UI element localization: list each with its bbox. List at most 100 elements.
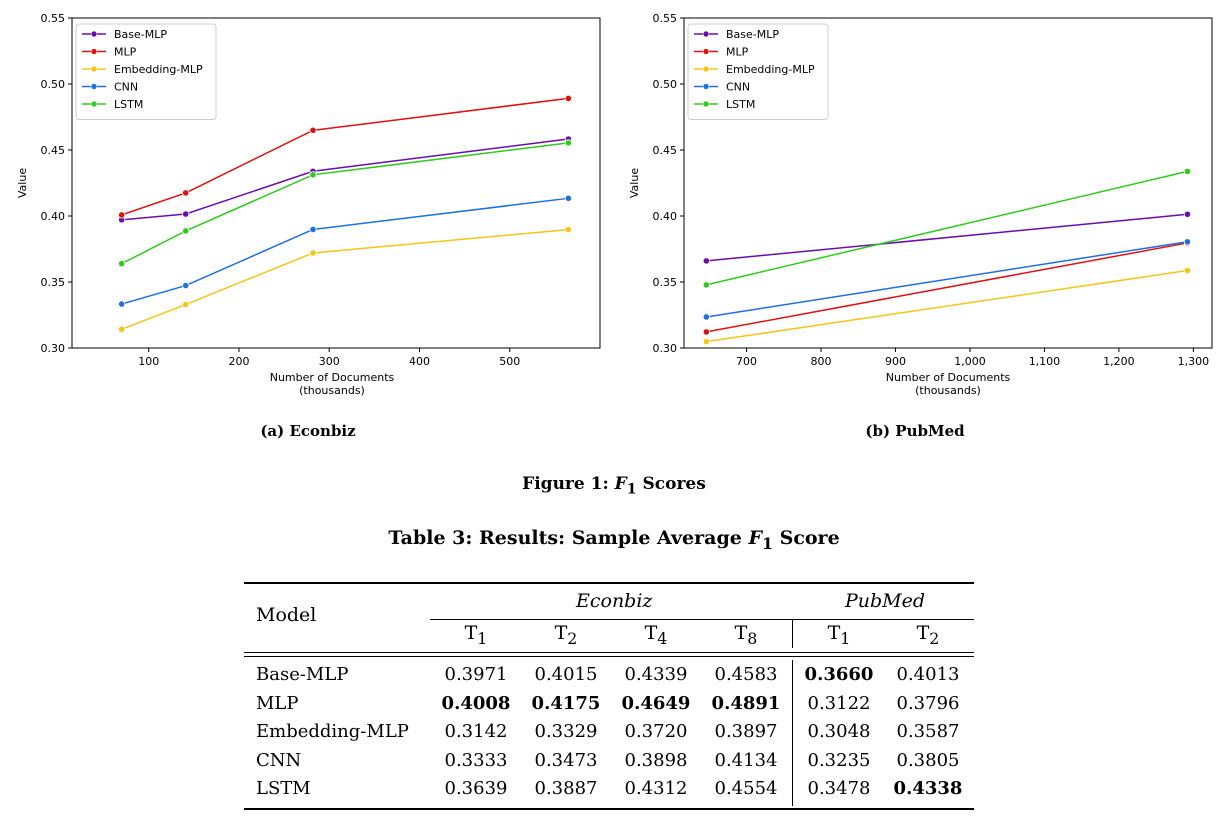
- y-tick-label: 0.50: [41, 78, 66, 91]
- legend-marker: [702, 48, 710, 55]
- data-point-embedding-mlp: [564, 225, 573, 234]
- table-cell: 0.3639: [444, 778, 508, 799]
- series-line-lstm: [121, 142, 569, 265]
- table-cell: 0.4008: [441, 692, 511, 714]
- table-group-pubmed: PubMed: [845, 590, 926, 612]
- data-point-mlp: [702, 328, 710, 336]
- table-cell: 0.3473: [534, 749, 598, 771]
- table-caption-suffix: Score: [772, 527, 840, 549]
- table-rule-econbiz: [430, 619, 793, 620]
- table-cell: 0.4015: [534, 664, 598, 685]
- legend-label: CNN: [114, 81, 138, 94]
- col-header-letter: T: [916, 622, 930, 644]
- table-cell: 0.4013: [896, 664, 960, 685]
- col-header-sub: 4: [657, 628, 668, 648]
- data-point-embedding-mlp: [702, 338, 710, 346]
- y-tick-label: 0.30: [41, 342, 66, 355]
- y-tick-label: 0.35: [41, 276, 66, 289]
- data-point-mlp: [564, 94, 573, 102]
- legend-label: Base-MLP: [114, 28, 167, 41]
- col-header-letter: T: [827, 622, 841, 644]
- data-point-lstm: [564, 139, 573, 147]
- x-axis-label: Number of Documents: [270, 371, 395, 384]
- table-caption-prefix: Table 3: Results: Sample Average: [388, 527, 749, 549]
- data-point-cnn: [182, 281, 190, 290]
- table-cell: 0.4312: [624, 778, 688, 799]
- plot-frame: [71, 17, 601, 349]
- table-cell: 0.4583: [714, 664, 778, 685]
- legend-box: [75, 23, 217, 120]
- table-row-model: LSTM: [256, 778, 311, 799]
- legend-label: CNN: [726, 81, 750, 94]
- table-cell: 0.3122: [807, 692, 871, 714]
- table-caption-sub: 1: [761, 533, 773, 553]
- table-col-header: T8: [701, 622, 791, 648]
- table-cell: 0.4891: [711, 692, 781, 714]
- figure-caption-var: F: [614, 474, 627, 494]
- y-tick-label: 0.55: [41, 12, 66, 25]
- table-row-model: MLP: [256, 692, 299, 714]
- data-point-embedding-mlp: [118, 325, 126, 333]
- x-tick-label: 900: [885, 355, 906, 368]
- series-line-mlp: [706, 242, 1188, 333]
- x-tick-label: 100: [138, 355, 159, 368]
- x-tick-label: 200: [228, 355, 249, 368]
- y-tick-label: 0.35: [653, 276, 678, 289]
- table-vsep-header: [792, 620, 793, 648]
- col-header-sub: 2: [567, 628, 578, 648]
- chart-econbiz: 0.30 0.35 0.40 0.45 0.50 0.55 100 200 300 400 500 N…: [0, 0, 612, 410]
- legend-label: MLP: [114, 46, 137, 59]
- data-point-embedding-mlp: [182, 300, 190, 309]
- data-point-lstm: [309, 171, 317, 179]
- x-axis-label: (thousands): [915, 384, 981, 397]
- data-point-lstm: [118, 260, 126, 268]
- table-cell: 0.3720: [624, 721, 688, 742]
- col-header-letter: T: [464, 622, 478, 644]
- table-cell: 0.3887: [534, 778, 598, 799]
- y-tick-label: 0.40: [653, 210, 678, 223]
- col-header-letter: T: [734, 622, 748, 644]
- legend-marker: [90, 65, 98, 73]
- legend-marker: [702, 30, 710, 38]
- table-cell: 0.4134: [714, 749, 778, 771]
- col-header-sub: 2: [929, 628, 940, 648]
- chart-econbiz-svg: 0.30 0.35 0.40 0.45 0.50 0.55 100 200 300 400 500 N…: [16, 12, 601, 397]
- figure-caption-sub: 1: [626, 481, 637, 498]
- legend-label: Embedding-MLP: [114, 63, 203, 76]
- y-tick-label: 0.45: [41, 144, 66, 157]
- chart-pubmed-svg: 0.30 0.35 0.40 0.45 0.50 0.55 700 800 900 1,000 1,…: [628, 12, 1213, 397]
- data-point-base-mlp: [182, 210, 190, 218]
- x-tick-label: 1,000: [954, 355, 986, 368]
- table-rule-pubmed: [793, 619, 974, 620]
- col-header-sub: 1: [840, 628, 851, 648]
- table-row-model: CNN: [256, 749, 302, 771]
- figure-caption-suffix: Scores: [636, 474, 706, 494]
- plot-frame: [683, 17, 1213, 349]
- y-tick-label: 0.40: [41, 210, 66, 223]
- table-rule-top: [244, 582, 974, 584]
- table-cell: 0.3235: [807, 749, 871, 771]
- data-point-cnn: [118, 300, 126, 308]
- data-point-lstm: [1183, 167, 1192, 175]
- col-header-letter: T: [644, 622, 658, 644]
- figure-caption: Figure 1: F1 Scores: [0, 474, 1228, 497]
- x-tick-label: 700: [736, 355, 757, 368]
- legend-box: [687, 23, 829, 120]
- data-point-cnn: [564, 194, 573, 202]
- data-point-lstm: [182, 227, 190, 235]
- table-cell: 0.3333: [444, 749, 508, 771]
- table-cell: 0.3142: [444, 721, 508, 742]
- y-axis-label: Value: [628, 168, 641, 198]
- y-axis-label: Value: [16, 168, 29, 198]
- table-vsep-body: [792, 660, 793, 806]
- legend-label: Base-MLP: [726, 28, 779, 41]
- x-tick-label: 800: [811, 355, 832, 368]
- table-cell: 0.3478: [807, 778, 871, 799]
- legend-label: LSTM: [726, 98, 755, 111]
- x-tick-label: 1,100: [1029, 355, 1061, 368]
- table-caption-var: F: [748, 527, 762, 549]
- table-row-model: Base-MLP: [256, 664, 349, 685]
- series-line-base-mlp: [121, 138, 569, 221]
- data-point-mlp: [309, 126, 317, 134]
- table-caption: Table 3: Results: Sample Average F1 Scor…: [0, 527, 1228, 553]
